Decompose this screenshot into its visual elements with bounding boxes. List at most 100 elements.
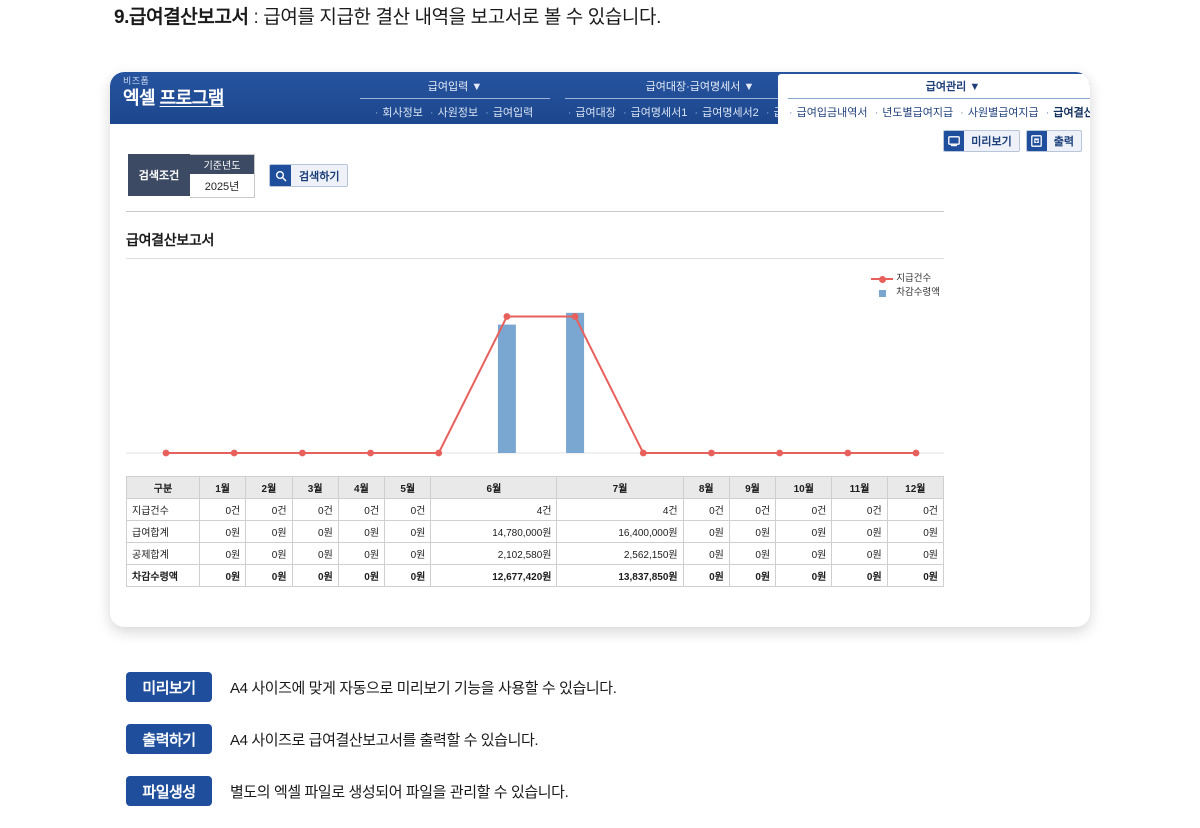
table-cell: 0원 bbox=[198, 564, 247, 587]
settlement-chart: 지급건수 차감수령액 bbox=[126, 268, 944, 468]
chart-point-3월 bbox=[298, 449, 306, 457]
table-cell: 0원 bbox=[291, 520, 339, 543]
table-cell: 0건 bbox=[775, 498, 833, 521]
nav-dot: · bbox=[694, 107, 699, 119]
nav-dot: · bbox=[789, 107, 793, 119]
nav-dot: · bbox=[765, 107, 770, 119]
nav-item-company-info[interactable]: 회사정보 bbox=[382, 107, 423, 119]
preview-button-label: 미리보기 bbox=[971, 136, 1012, 148]
table-cell: 0건 bbox=[291, 498, 339, 521]
chart-legend: 지급건수 차감수령액 bbox=[871, 272, 940, 300]
nav-dot: · bbox=[429, 107, 434, 119]
legend-square-marker bbox=[879, 289, 887, 297]
feature-tag-preview: 미리보기 bbox=[126, 672, 212, 702]
table-cell: 0건 bbox=[337, 498, 386, 521]
table-cell: 0원 bbox=[245, 564, 293, 587]
printer-icon bbox=[1026, 131, 1047, 151]
table-cell: 0원 bbox=[384, 520, 432, 543]
table-cell: 0원 bbox=[291, 564, 339, 587]
table-cell: 0원 bbox=[682, 520, 730, 543]
nav-item-payroll-input[interactable]: 급여입력 bbox=[492, 107, 534, 119]
nav-group-title[interactable]: 급여대장·급여명세서 ▼ bbox=[565, 78, 835, 99]
nav-item-settlement-report[interactable]: 급여결산보고서 bbox=[1053, 107, 1090, 119]
nav-group-title[interactable]: 급여관리 ▼ bbox=[788, 78, 1090, 99]
table-cell: 4건 bbox=[430, 498, 558, 521]
table-header-month-11: 11월 bbox=[831, 476, 888, 499]
chart-point-5월 bbox=[435, 449, 443, 457]
legend-line-marker bbox=[871, 275, 894, 283]
list-item: 미리보기 A4 사이즈에 맞게 자동으로 미리보기 기능을 사용할 수 있습니다… bbox=[126, 672, 617, 702]
search-condition-label: 검색조건 bbox=[128, 154, 190, 196]
table-row-label: 급여합계 bbox=[126, 520, 200, 543]
nav-group-payroll-input[interactable]: 급여입력 ▼ · 회사정보 · 사원정보 · 급여입력 bbox=[360, 78, 550, 120]
table-header-month-8: 8월 bbox=[682, 476, 730, 499]
table-cell: 0원 bbox=[384, 542, 432, 565]
chart-point-1월 bbox=[162, 449, 170, 457]
logo-product-part2: 프로그램 bbox=[159, 88, 225, 108]
table-header-month-4: 4월 bbox=[337, 476, 386, 499]
table-cell: 0건 bbox=[682, 498, 730, 521]
nav-group-payroll-management[interactable]: 급여관리 ▼ ·급여입금내역서 ·년도별급여지급 ·사원별급여지급 ·급여결산보… bbox=[778, 74, 1090, 124]
nav-item-deposit-statement[interactable]: 급여입금내역서 bbox=[796, 107, 868, 119]
table-cell: 2,562,150원 bbox=[556, 542, 684, 565]
app-logo: 비즈폼 엑셀 프로그램 bbox=[123, 77, 225, 108]
nav-item-payslip-2[interactable]: 급여명세서2 bbox=[702, 107, 759, 119]
nav-item-ledger[interactable]: 급여대장 bbox=[575, 107, 616, 119]
table-cell: 0원 bbox=[886, 564, 945, 587]
nav-item-yearly-payment[interactable]: 년도별급여지급 bbox=[882, 107, 954, 119]
chart-point-4월 bbox=[367, 449, 374, 457]
table-cell: 0원 bbox=[831, 542, 888, 565]
nav-item-payslip-1[interactable]: 급여명세서1 bbox=[630, 107, 688, 119]
table-header-month-10: 10월 bbox=[775, 476, 833, 499]
print-button[interactable]: 출력 bbox=[1025, 130, 1082, 152]
table-cell: 0원 bbox=[831, 564, 888, 587]
feature-text-print: A4 사이즈로 급여결산보고서를 출력할 수 있습니다. bbox=[230, 731, 539, 749]
search-button-label: 검색하기 bbox=[299, 170, 340, 183]
table-cell: 0원 bbox=[728, 564, 777, 587]
table-row: 차감수령액 0원 0원 0원 0원 0원 12,677,420원 13,837,850원 0원 0… bbox=[126, 564, 945, 587]
feature-text-filegen: 별도의 엑셀 파일로 생성되어 파일을 관리할 수 있습니다. bbox=[230, 783, 569, 801]
settlement-table: 구분 1월 2월 3월 4월 5월 6월 7월 8월 9월 10월 11월 12월 지급건수 0건 0건 0건… bbox=[126, 476, 945, 587]
feature-description-list: 미리보기 A4 사이즈에 맞게 자동으로 미리보기 기능을 사용할 수 있습니다… bbox=[126, 672, 617, 828]
heading-description: 급여를 지급한 결산 내역을 보고서로 볼 수 있습니다. bbox=[263, 7, 661, 28]
chart-point-7월 bbox=[571, 313, 579, 320]
table-header-month-3: 3월 bbox=[291, 476, 339, 499]
base-year-field[interactable]: 기준년도 2025년 bbox=[190, 154, 255, 198]
feature-tag-print: 출력하기 bbox=[126, 724, 212, 754]
legend-item-count: 지급건수 bbox=[871, 272, 940, 286]
base-year-value[interactable]: 2025년 bbox=[190, 174, 254, 197]
table-cell: 0원 bbox=[886, 520, 945, 543]
search-button[interactable]: 검색하기 bbox=[269, 164, 349, 187]
table-cell: 0건 bbox=[384, 498, 432, 521]
table-cell: 0원 bbox=[682, 564, 730, 587]
table-cell: 0원 bbox=[337, 564, 386, 587]
table-cell: 0건 bbox=[886, 498, 945, 521]
chart-point-9월 bbox=[708, 449, 715, 457]
table-cell: 0건 bbox=[728, 498, 777, 521]
nav-group-items: ·급여입금내역서 ·년도별급여지급 ·사원별급여지급 ·급여결산보고서 bbox=[788, 104, 1090, 120]
table-cell: 13,837,850원 bbox=[556, 564, 684, 587]
nav-dot: · bbox=[374, 107, 379, 119]
legend-label-count: 지급건수 bbox=[896, 273, 932, 284]
report-divider bbox=[126, 258, 944, 259]
heading-number: 9. bbox=[114, 7, 130, 28]
list-item: 출력하기 A4 사이즈로 급여결산보고서를 출력할 수 있습니다. bbox=[126, 724, 616, 754]
table-row-label: 차감수령액 bbox=[126, 564, 200, 587]
feature-text-preview: A4 사이즈에 맞게 자동으로 미리보기 기능을 사용할 수 있습니다. bbox=[230, 679, 617, 697]
table-cell: 0건 bbox=[198, 498, 247, 521]
base-year-header: 기준년도 bbox=[190, 155, 254, 174]
table-row: 공제합계 0원 0원 0원 0원 0원 2,102,580원 2,562,150원 0원 0원 0원… bbox=[126, 542, 945, 565]
nav-item-employee-payment[interactable]: 사원별급여지급 bbox=[967, 107, 1039, 119]
nav-item-employee-info[interactable]: 사원정보 bbox=[437, 107, 479, 119]
table-cell: 0건 bbox=[245, 498, 293, 521]
chart-point-2월 bbox=[230, 449, 238, 457]
preview-button[interactable]: 미리보기 bbox=[943, 130, 1020, 152]
print-button-label: 출력 bbox=[1053, 136, 1074, 148]
app-screenshot-card: 비즈폼 엑셀 프로그램 급여입력 ▼ · 회사정보 · 사원정보 · 급여입력 급여대… bbox=[110, 72, 1090, 627]
table-cell: 16,400,000원 bbox=[556, 520, 684, 543]
table-cell: 0원 bbox=[682, 542, 730, 565]
table-cell: 0원 bbox=[831, 520, 888, 543]
table-cell: 0원 bbox=[728, 520, 777, 543]
table-cell: 14,780,000원 bbox=[430, 520, 558, 543]
nav-group-title[interactable]: 급여입력 ▼ bbox=[360, 78, 550, 99]
